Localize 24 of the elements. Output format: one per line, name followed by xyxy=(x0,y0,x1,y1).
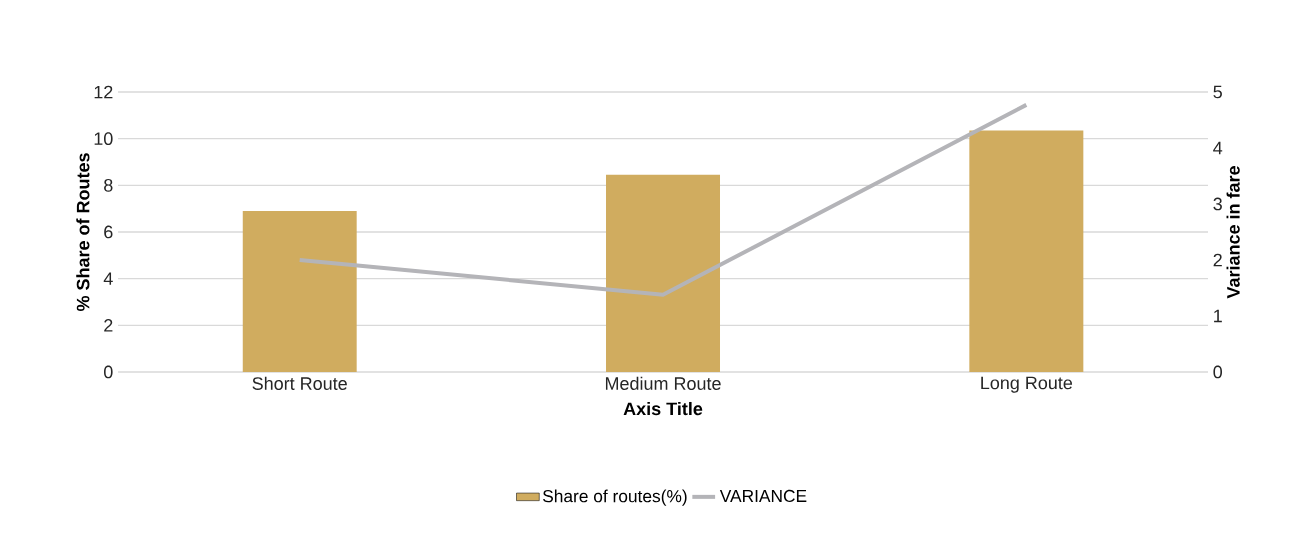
y2-tick-label: 1 xyxy=(1214,309,1222,323)
y2-tick-label: 5 xyxy=(1213,85,1222,99)
y2-tick-label: 4 xyxy=(1213,141,1223,155)
y-tick-label: 6 xyxy=(104,225,113,239)
y-axis-title: % Share of Routes xyxy=(76,153,90,312)
y2-tick-label: 3 xyxy=(1213,197,1222,211)
y-tick-label: 8 xyxy=(104,178,113,192)
bar xyxy=(969,130,1084,372)
y2-tick-label: 2 xyxy=(1213,253,1222,267)
y-tick-label: 2 xyxy=(104,319,113,332)
y2-axis-title: Variance in fare xyxy=(1226,166,1240,299)
bar xyxy=(242,210,357,372)
x-tick-label: Medium Route xyxy=(605,376,721,390)
y-tick-label: 4 xyxy=(103,272,113,285)
y-tick-label: 12 xyxy=(94,85,113,99)
y2-tick-label: 0 xyxy=(1213,365,1223,379)
y-tick-label: 10 xyxy=(94,132,113,146)
legend-label: Share of routes(%) xyxy=(543,489,687,506)
x-tick-label: Long Route xyxy=(981,376,1073,393)
x-axis-title: Axis Title xyxy=(623,401,703,416)
legend-label: VARIANCE xyxy=(719,489,807,503)
x-tick-label: Short Route xyxy=(252,376,347,390)
bar xyxy=(606,174,721,372)
y-tick-label: 0 xyxy=(104,365,113,379)
